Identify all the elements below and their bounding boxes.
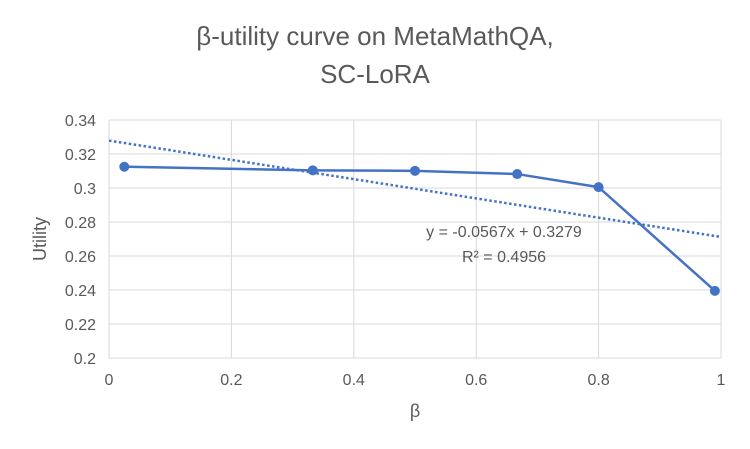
y-tick-label: 0.28 — [65, 215, 96, 232]
y-tick-label: 0.24 — [65, 283, 96, 300]
y-axis-label: Utility — [30, 217, 50, 261]
y-tick-label: 0.3 — [74, 181, 96, 198]
y-tick-label: 0.22 — [65, 317, 96, 334]
y-tick-label: 0.26 — [65, 249, 96, 266]
trendline-equation: y = -0.0567x + 0.3279 — [426, 224, 582, 241]
x-axis-label: β — [410, 401, 420, 421]
x-tick-label: 0.4 — [343, 372, 365, 389]
data-point — [410, 165, 420, 176]
trendline-r-squared: R² = 0.4956 — [462, 249, 546, 266]
trendline-layer — [108, 139, 722, 239]
data-point — [307, 165, 318, 176]
series-line — [124, 165, 716, 292]
x-axis-tick-labels: 0 0.2 0.4 0.6 0.8 1 — [105, 372, 726, 389]
x-tick-label: 1 — [717, 372, 726, 389]
x-tick-label: 0.8 — [587, 372, 609, 389]
series-layer — [119, 161, 720, 296]
chart-title-line-1: β-utility curve on MetaMathQA, — [196, 21, 553, 51]
y-tick-label: 0.34 — [65, 113, 96, 130]
data-point — [119, 161, 130, 172]
trendline — [108, 139, 722, 239]
data-point — [593, 182, 604, 193]
y-axis-tick-labels: 0.2 0.22 0.24 0.26 0.28 0.3 0.32 0.34 — [65, 113, 96, 368]
x-tick-label: 0.2 — [220, 372, 242, 389]
gridlines — [108, 119, 722, 359]
x-tick-label: 0 — [105, 372, 114, 389]
data-point — [709, 285, 720, 296]
chart-title-line-2: SC-LoRA — [320, 59, 430, 89]
y-tick-label: 0.32 — [65, 147, 96, 164]
x-tick-label: 0.6 — [465, 372, 487, 389]
y-tick-label: 0.2 — [74, 351, 96, 368]
data-point — [512, 169, 523, 180]
